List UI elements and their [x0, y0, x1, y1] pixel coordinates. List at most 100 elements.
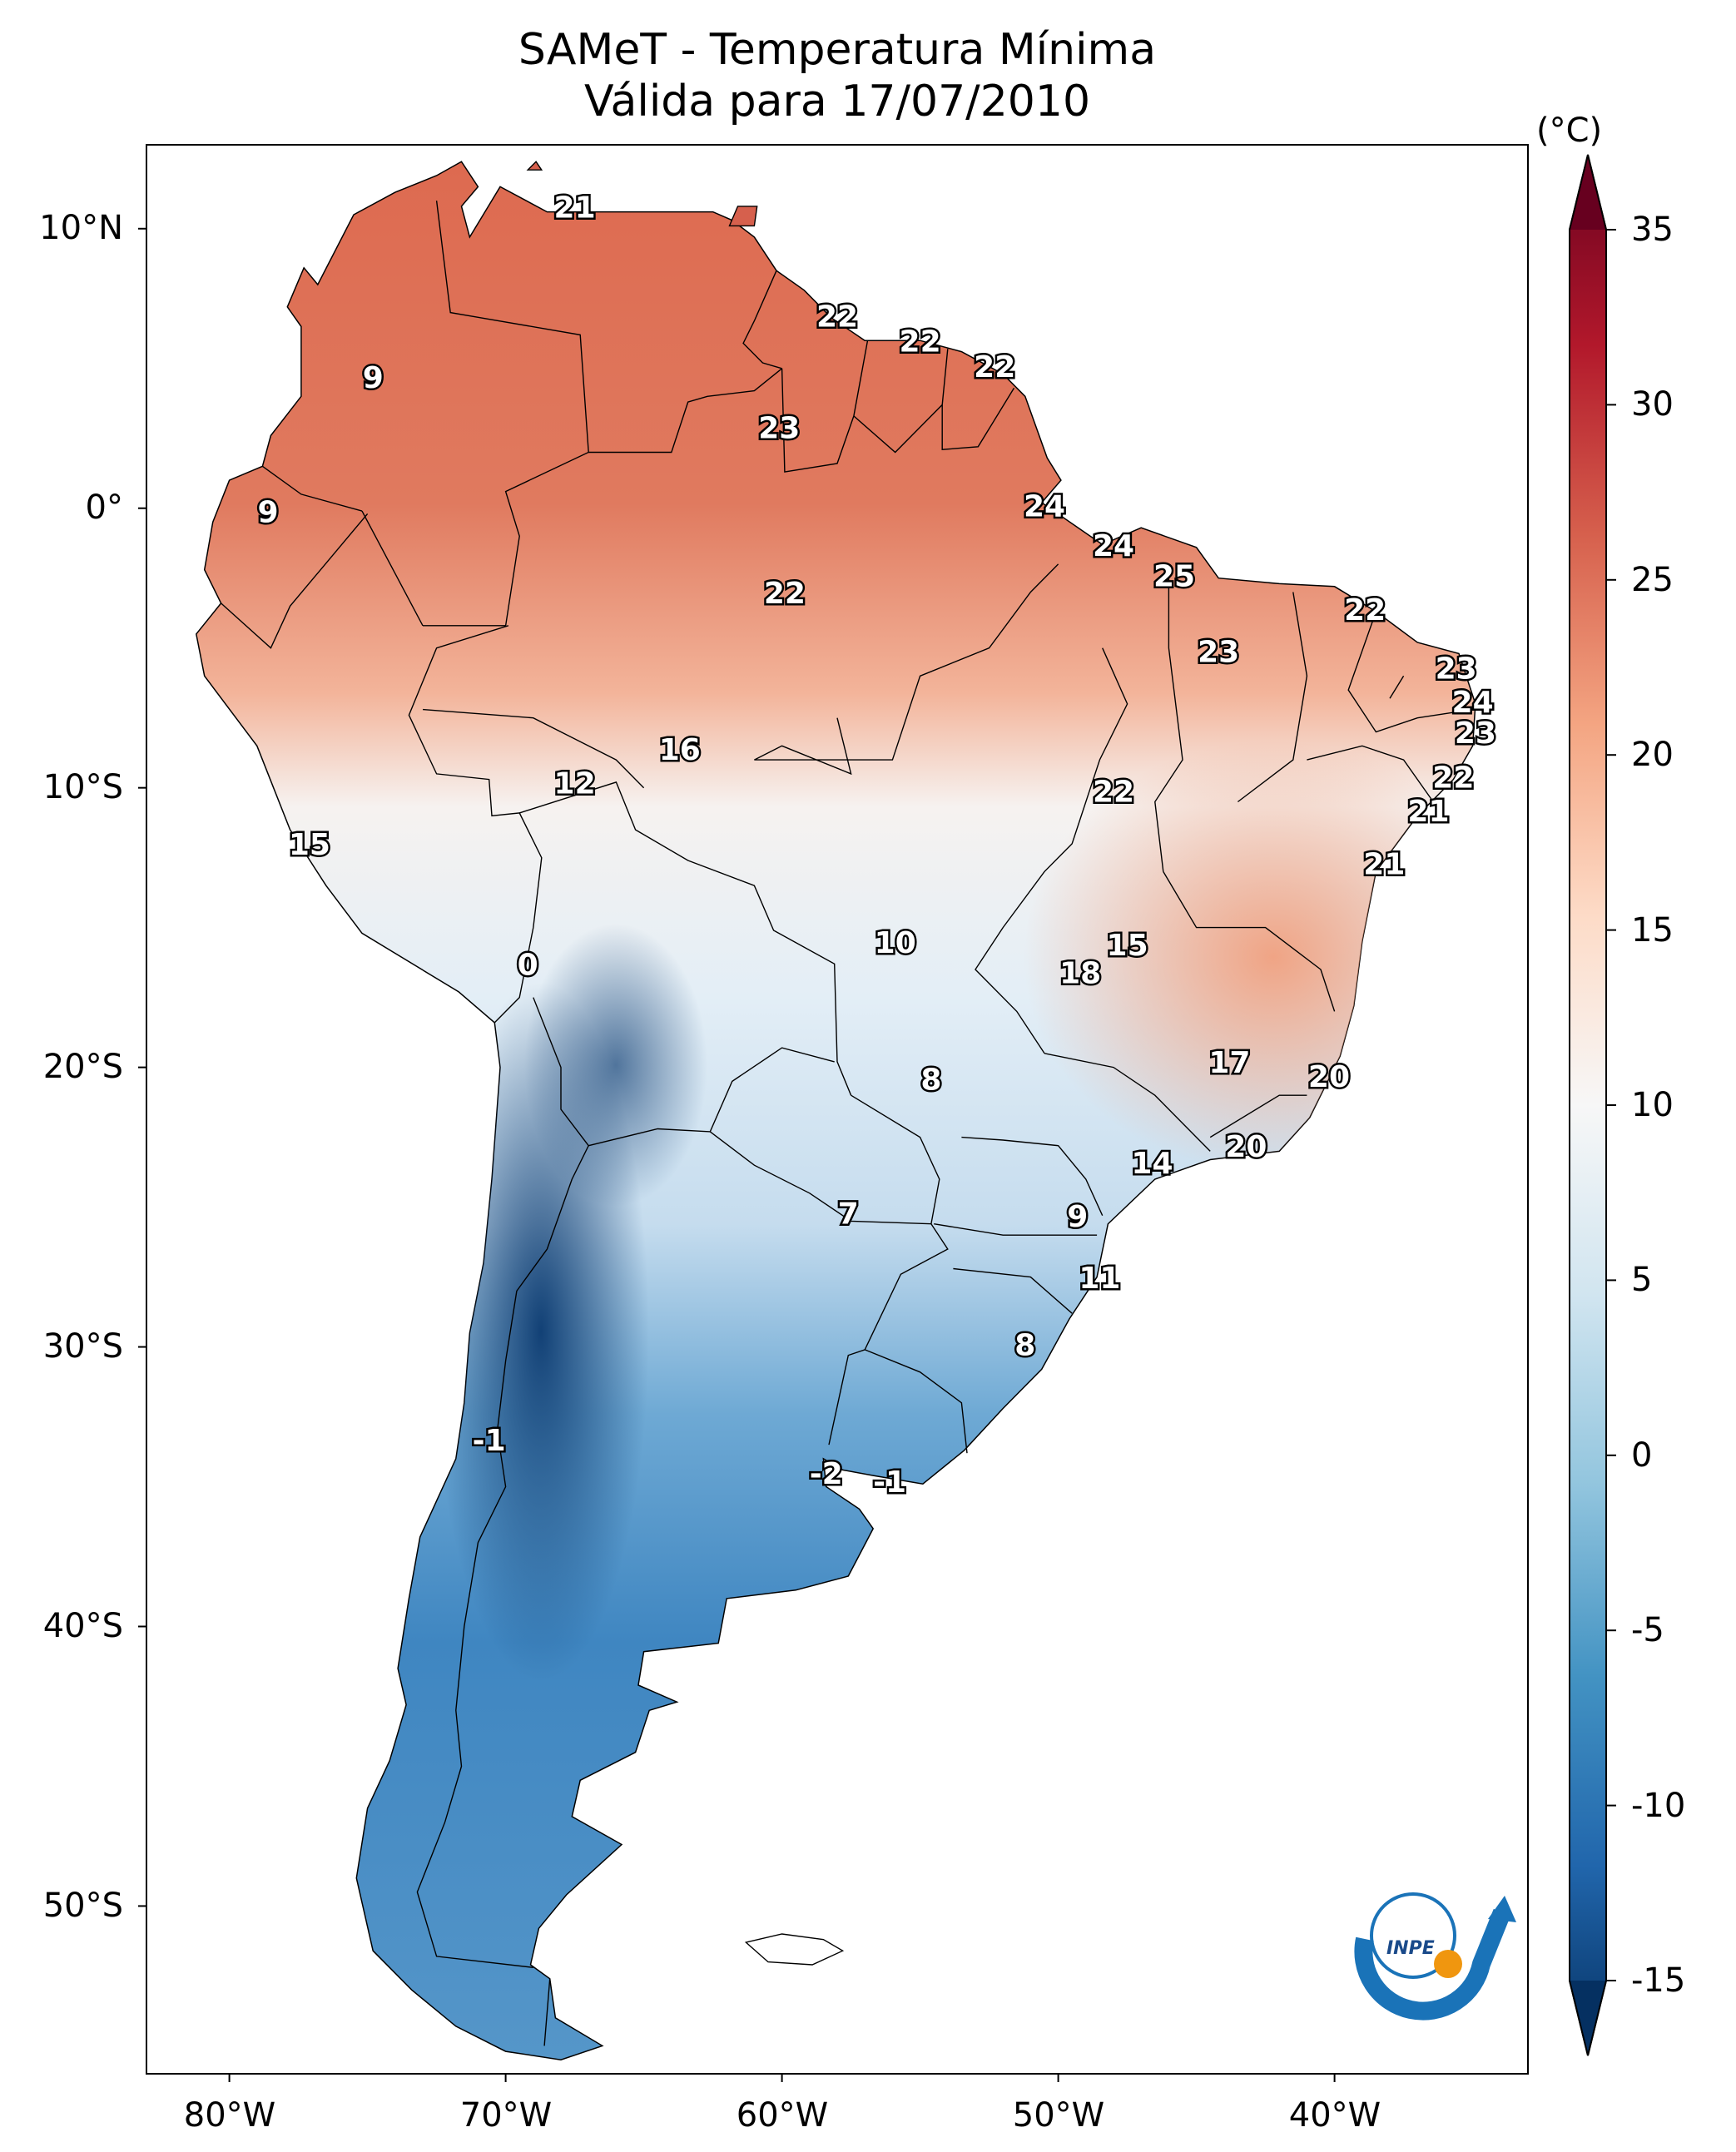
border-line	[754, 717, 852, 776]
logo-text: INPE	[1386, 1938, 1435, 1959]
lon-tick-80w: 80°W	[183, 2096, 276, 2135]
border-line	[1347, 611, 1473, 733]
station-value-label: 9	[363, 361, 384, 395]
lat-tick-10n: 10°N	[39, 209, 123, 247]
lon-tick-60w: 60°W	[736, 2096, 829, 2135]
station-value-label: 21	[554, 191, 596, 225]
border-line	[709, 1094, 940, 1225]
station-value-label: 23	[1436, 652, 1477, 687]
colorbar-extend-low	[1570, 1981, 1606, 2055]
border-line	[742, 270, 782, 369]
station-value-label: 8	[920, 1063, 941, 1097]
station-value-label: 21	[1363, 848, 1405, 882]
station-value-label: -1	[873, 1465, 906, 1500]
border-line	[1163, 871, 1336, 1012]
border-line	[261, 465, 363, 512]
border-line	[941, 387, 1015, 450]
station-value-label: 8	[1014, 1329, 1035, 1363]
station-value-label: 24	[1093, 529, 1134, 563]
station-value-label: 22	[1093, 775, 1134, 809]
logo-arc	[1354, 1908, 1511, 2021]
lat-tick-10s: 10°S	[42, 768, 123, 806]
inpe-logo: INPE	[1354, 1892, 1516, 2021]
colorbar-body	[1569, 154, 1607, 2056]
falkland-islands	[744, 1933, 845, 1966]
colorbar-tick-label: 10	[1631, 1086, 1674, 1124]
border-line	[423, 201, 589, 627]
border-line	[422, 708, 645, 789]
colorbar-tick-label: 5	[1631, 1261, 1653, 1300]
map-title: SAMeT - Temperatura Mínima	[518, 25, 1157, 75]
lat-tick-30s: 30°S	[42, 1327, 123, 1366]
border-line	[975, 647, 1128, 1054]
colorbar-tick-label: 25	[1631, 560, 1674, 599]
lon-tick-40w: 40°W	[1288, 2096, 1381, 2135]
logo-arrow	[1488, 1896, 1516, 1922]
border-line	[518, 781, 852, 1096]
border-line	[853, 349, 949, 454]
station-value-label: 22	[1432, 761, 1474, 796]
lon-tick-70w: 70°W	[459, 2096, 553, 2135]
lat-tick-20s: 20°S	[42, 1048, 123, 1086]
station-value-label: 24	[1024, 490, 1065, 524]
border-line	[953, 1267, 1073, 1314]
country-borders	[221, 201, 1473, 2046]
border-line	[221, 513, 369, 649]
cold-region-altiplano	[524, 924, 707, 1207]
colorbar-tick-label: -15	[1631, 1961, 1686, 2000]
station-value-label: 20	[1308, 1060, 1350, 1094]
border-line	[1307, 745, 1432, 800]
station-value-label: 12	[554, 766, 596, 801]
map-subtitle: Válida para 17/07/2010	[583, 77, 1091, 126]
border-line	[408, 625, 543, 1024]
station-value-label: 7	[838, 1197, 859, 1232]
station-value-label: 22	[764, 577, 806, 611]
station-value-label: 15	[1107, 929, 1148, 963]
border-line	[588, 368, 783, 454]
axis-tick-marks	[138, 227, 1336, 2082]
border-line	[1154, 563, 1183, 872]
islands	[526, 161, 845, 1966]
station-value-label: 9	[258, 495, 279, 529]
border-line	[934, 1223, 1098, 1236]
colorbar-tick-label: 35	[1631, 211, 1674, 249]
border-line	[864, 1349, 968, 1454]
lat-tick-40s: 40°S	[42, 1607, 123, 1645]
station-value-label: 25	[1153, 560, 1195, 594]
border-line	[1044, 1053, 1211, 1152]
border-line	[1237, 592, 1308, 803]
station-value-label: 22	[816, 300, 858, 334]
border-line	[543, 1978, 551, 2046]
border-line	[1389, 675, 1405, 699]
colorbar-tick-label: 30	[1631, 385, 1674, 424]
station-value-label: 23	[1455, 717, 1496, 751]
station-value-label: 20	[1225, 1130, 1267, 1164]
colorbar-tick-label: 0	[1631, 1435, 1653, 1475]
colorbar-tick-label: -10	[1631, 1786, 1686, 1825]
station-value-label: 17	[1208, 1046, 1250, 1080]
border-line	[361, 510, 424, 627]
border-line	[961, 1136, 1104, 1216]
colorbar	[1569, 154, 1616, 2056]
border-line	[416, 1145, 589, 1968]
station-value-label: 10	[875, 926, 916, 960]
station-value-label: 14	[1131, 1147, 1173, 1181]
station-value-label: 24	[1452, 686, 1494, 720]
logo-orbit	[1370, 1892, 1456, 1979]
border-line	[781, 340, 869, 473]
logo-sun	[1434, 1950, 1462, 1978]
station-value-label: 16	[659, 733, 701, 767]
colorbar-tick-label: -5	[1631, 1611, 1664, 1650]
station-value-label: 0	[518, 949, 538, 983]
colorbar-unit: (°C)	[1536, 112, 1603, 150]
station-value-label: 21	[1407, 795, 1449, 829]
station-value-label: 22	[900, 325, 941, 359]
station-value-label: 22	[974, 350, 1015, 384]
border-line	[828, 1223, 949, 1445]
station-value-label: 18	[1059, 957, 1101, 991]
station-value-label: 22	[1344, 593, 1386, 627]
aruba-curacao	[526, 161, 543, 171]
trinidad-island	[728, 206, 758, 227]
lat-tick-50s: 50°S	[42, 1887, 123, 1925]
